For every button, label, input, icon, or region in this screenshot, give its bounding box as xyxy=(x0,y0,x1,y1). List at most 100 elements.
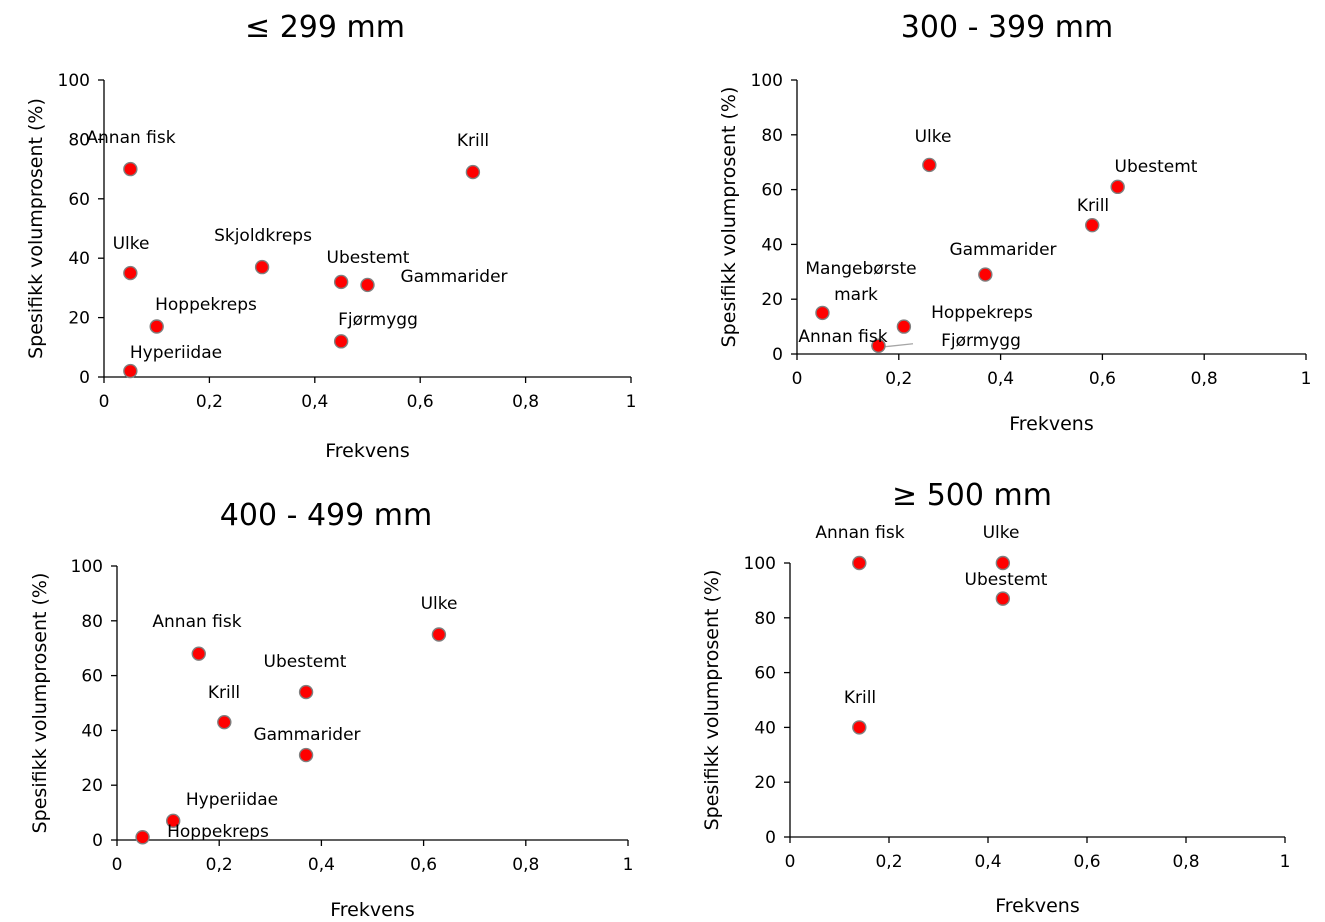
y-tick-label: 20 xyxy=(754,773,776,793)
data-label: Hyperiidae xyxy=(130,343,222,363)
x-tick-label: 0 xyxy=(785,852,796,872)
y-tick-label: 20 xyxy=(68,309,90,329)
chart-title: ≥ 500 mm xyxy=(892,478,1052,513)
data-point xyxy=(465,164,481,180)
x-tick-label: 0,4 xyxy=(974,852,1001,872)
x-tick-label: 0,2 xyxy=(196,392,223,412)
y-tick-label: 80 xyxy=(81,612,103,632)
data-label: Ubestemt xyxy=(965,570,1048,590)
y-tick-label: 40 xyxy=(761,235,783,255)
x-tick-label: 0,8 xyxy=(512,392,539,412)
x-tick-label: 0,4 xyxy=(301,392,328,412)
y-tick-label: 20 xyxy=(81,776,103,796)
data-label: Ulke xyxy=(421,594,458,614)
data-point xyxy=(149,319,164,334)
data-label: Hoppekreps xyxy=(155,295,257,315)
x-tick-label: 0,4 xyxy=(987,369,1014,389)
x-tick-label: 0,8 xyxy=(1172,852,1199,872)
data-label: Annan fisk xyxy=(152,612,241,632)
x-axis-label: Frekvens xyxy=(330,899,415,921)
x-tick-label: 0,6 xyxy=(410,855,437,875)
chart-title: 400 - 499 mm xyxy=(220,498,432,533)
data-label: Fjørmygg xyxy=(941,331,1021,351)
data-point xyxy=(254,259,270,275)
x-axis-label: Frekvens xyxy=(1009,413,1094,435)
data-point xyxy=(360,277,375,293)
data-point xyxy=(123,161,138,177)
data-point xyxy=(166,813,181,829)
data-label: Fjørmygg xyxy=(338,310,418,330)
x-tick-label: 1 xyxy=(623,855,634,875)
data-label: Ubestemt xyxy=(1115,157,1198,177)
x-tick-label: 0,6 xyxy=(1073,852,1100,872)
data-label: Ulke xyxy=(113,234,150,254)
data-label: Ubestemt xyxy=(327,248,410,268)
x-tick-label: 0,8 xyxy=(512,855,539,875)
data-point xyxy=(333,334,349,349)
y-tick-label: 0 xyxy=(765,828,776,848)
data-label: Annan fisk xyxy=(798,327,887,347)
x-tick-label: 1 xyxy=(626,392,637,412)
y-tick-label: 40 xyxy=(81,721,103,741)
y-tick-label: 100 xyxy=(58,71,90,91)
data-point xyxy=(852,555,867,571)
y-tick-label: 40 xyxy=(68,249,90,269)
data-label: Gammarider xyxy=(400,267,507,287)
data-point xyxy=(298,747,314,763)
y-tick-label: 100 xyxy=(751,71,783,91)
y-tick-label: 0 xyxy=(92,831,103,851)
y-tick-label: 0 xyxy=(79,368,90,388)
x-tick-label: 0 xyxy=(112,855,123,875)
y-axis-label: Spesifikk volumprosent (%) xyxy=(25,98,47,359)
y-tick-label: 20 xyxy=(761,290,783,310)
data-point xyxy=(995,555,1011,571)
chart-panel-4: ≥ 500 mm 0 0,2 0,4 0,6 0,8 1 0 20 40 60 80 100 Frekve… xyxy=(701,478,1290,917)
data-point xyxy=(431,627,447,642)
data-point xyxy=(333,274,349,290)
y-tick-label: 100 xyxy=(744,554,776,574)
x-axis-label: Frekvens xyxy=(325,440,410,462)
data-label: Krill xyxy=(457,131,489,151)
data-label: Skjoldkreps xyxy=(214,226,312,246)
leader-line xyxy=(884,343,914,348)
data-label: Annan fisk xyxy=(86,128,175,148)
y-tick-label: 40 xyxy=(754,718,776,738)
chart-title: ≤ 299 mm xyxy=(245,10,405,45)
data-point xyxy=(815,305,830,321)
y-tick-label: 60 xyxy=(754,664,776,684)
data-label: Krill xyxy=(844,688,876,708)
data-point xyxy=(217,714,232,730)
y-tick-label: 80 xyxy=(754,609,776,629)
data-label: Hoppekreps xyxy=(167,822,269,842)
data-point xyxy=(123,363,138,379)
x-tick-label: 0 xyxy=(99,392,110,412)
y-tick-label: 60 xyxy=(68,190,90,210)
y-tick-label: 60 xyxy=(81,667,103,687)
x-axis-label: Frekvens xyxy=(995,895,1080,917)
chart-panel-3: 400 - 499 mm 0 0,2 0,4 0,6 0,8 1 0 20 40 60 80 100 Fr… xyxy=(29,498,633,921)
x-tick-label: 0,4 xyxy=(308,855,335,875)
data-point xyxy=(1085,218,1100,233)
data-point xyxy=(191,646,206,661)
data-label: Krill xyxy=(1077,196,1109,216)
y-tick-label: 0 xyxy=(772,345,783,365)
x-tick-label: 1 xyxy=(1280,852,1291,872)
data-point xyxy=(978,267,993,282)
data-point xyxy=(1110,179,1125,195)
x-tick-label: 0,6 xyxy=(1089,369,1116,389)
y-tick-label: 60 xyxy=(761,181,783,201)
data-point xyxy=(995,591,1011,606)
data-point xyxy=(123,265,138,281)
data-label: Gammarider xyxy=(253,725,360,745)
data-point xyxy=(135,830,150,845)
data-label: Ubestemt xyxy=(264,652,347,672)
data-label: Hoppekreps xyxy=(931,303,1033,323)
y-axis-label: Spesifikk volumprosent (%) xyxy=(29,573,51,834)
data-label: Mangebørste mark xyxy=(805,259,916,305)
chart-panel-2: 300 - 399 mm 0 0,2 0,4 0,6 0,8 1 0 20 40 60 80 100 Fr… xyxy=(718,10,1311,435)
data-label: Gammarider xyxy=(949,240,1056,260)
x-tick-label: 0,2 xyxy=(206,855,233,875)
data-label: Ulke xyxy=(983,523,1020,543)
x-tick-label: 0,2 xyxy=(875,852,902,872)
x-tick-label: 0 xyxy=(792,369,803,389)
